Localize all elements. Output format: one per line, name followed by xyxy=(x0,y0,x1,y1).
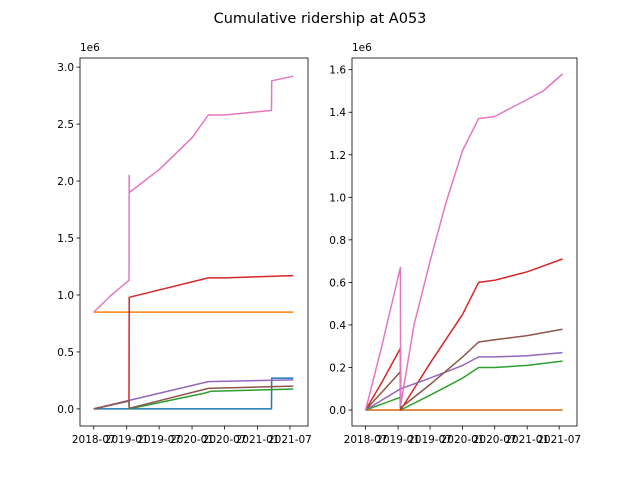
x-tick-label: 2018-07 xyxy=(344,434,388,446)
x-tick-label: 2021-07 xyxy=(537,434,581,446)
y-tick-label: 0.6 xyxy=(329,277,346,289)
x-tick-label: 2020-07 xyxy=(473,434,517,446)
y-tick-label: 3.0 xyxy=(57,62,74,74)
y-tick-label: 1.0 xyxy=(329,192,346,204)
x-tick-label: 2020-01 xyxy=(170,434,214,446)
series-line-5 xyxy=(365,351,563,411)
axes-frame xyxy=(79,57,309,427)
y-offset-text: 1e6 xyxy=(80,42,100,54)
y-tick-label: 1.5 xyxy=(57,233,74,245)
y-tick-label: 1.2 xyxy=(329,150,346,162)
y-tick-label: 2.5 xyxy=(57,119,74,131)
y-tick-label: 1.6 xyxy=(329,65,346,77)
y-tick-label: 1.4 xyxy=(329,107,346,119)
x-tick-label: 2021-01 xyxy=(505,434,549,446)
y-tick-label: 0.5 xyxy=(57,347,74,359)
y-tick-label: 0.0 xyxy=(57,404,74,416)
subplot-1: 0.0 0.5 1.0 1.5 2.0 2.5 3.0 2018-072019-012019-… xyxy=(57,42,312,446)
x-tick-label: 2019-01 xyxy=(376,434,420,446)
y-tick-label: 0.2 xyxy=(329,363,346,375)
y-tick-label: 1.0 xyxy=(57,290,74,302)
subplots: 0.00.51.01.52.02.53.02018-072019-012019-… xyxy=(57,42,581,446)
x-tick-label: 2019-07 xyxy=(137,434,181,446)
series-line-6 xyxy=(93,385,294,410)
x-tick-label: 2018-07 xyxy=(72,434,116,446)
x-tick-label: 2019-07 xyxy=(408,434,452,446)
x-tick-label: 2021-07 xyxy=(268,434,312,446)
figure-title: Cumulative ridership at A053 xyxy=(214,11,427,27)
axes-frame xyxy=(351,57,578,427)
series-line-7 xyxy=(364,73,563,411)
subplot-2: 0.00.20.40.60.81.01.21.41.62018-072019-0… xyxy=(329,42,581,446)
x-tick-label: 2019-01 xyxy=(105,434,149,446)
x-tick-label: 2021-01 xyxy=(236,434,280,446)
series-line-1 xyxy=(93,377,294,410)
y-tick-label: 0.8 xyxy=(329,235,346,247)
y-tick-label: 2.0 xyxy=(57,176,74,188)
y-tick-label: 0.0 xyxy=(329,405,346,417)
x-tick-label: 2020-01 xyxy=(441,434,485,446)
series-group xyxy=(364,73,563,411)
y-offset-text: 1e6 xyxy=(352,42,372,54)
x-tick-label: 2020-07 xyxy=(203,434,247,446)
series-line-4 xyxy=(364,258,563,411)
y-tick-label: 0.4 xyxy=(329,320,346,332)
series-line-7 xyxy=(93,75,294,313)
series-group xyxy=(93,75,294,410)
